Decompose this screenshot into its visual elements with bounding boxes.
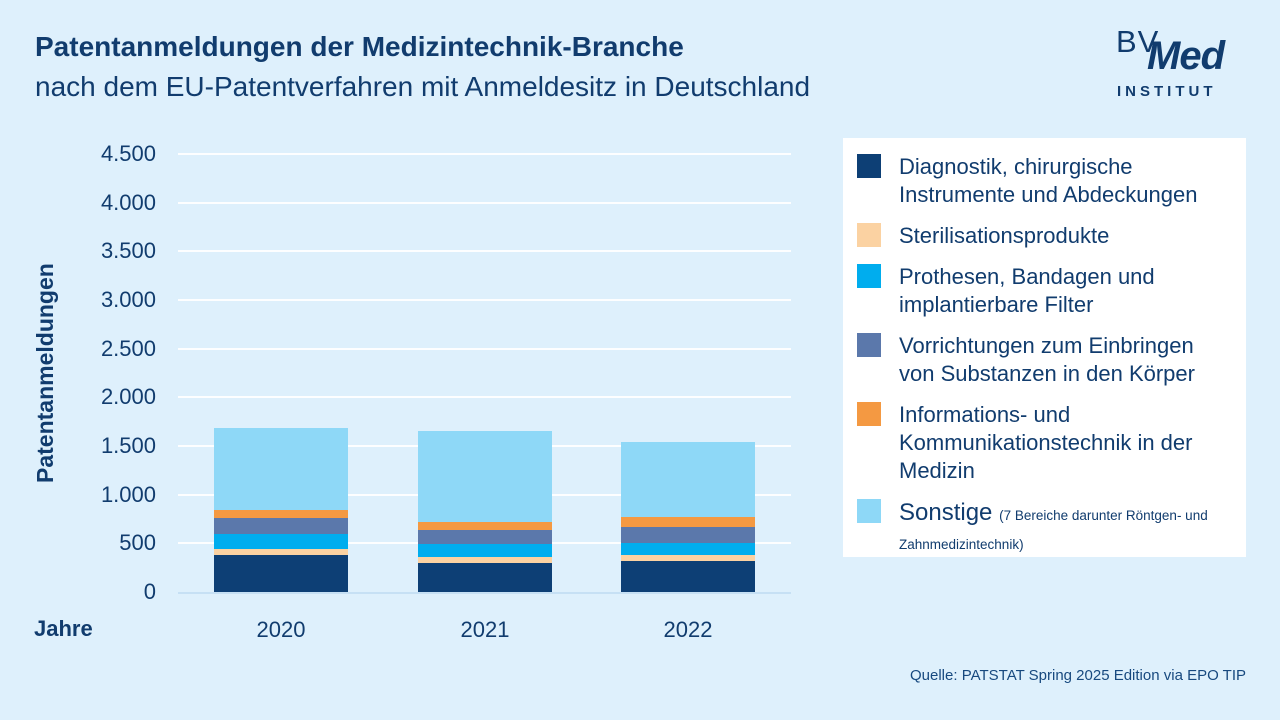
bar-2020-segment xyxy=(214,428,348,510)
bvmed-logo: BV Med INSTITUT xyxy=(1116,24,1248,108)
x-axis-line xyxy=(178,592,791,594)
bar-2021-segment xyxy=(418,530,552,544)
x-label-2020: 2020 xyxy=(256,617,306,642)
y-tick-4000: 4.000 xyxy=(100,189,156,215)
legend-swatch xyxy=(857,154,881,178)
bar-2022 xyxy=(621,442,755,592)
bar-2021-segment xyxy=(418,543,552,558)
bar-2021-segment xyxy=(418,521,552,531)
bar-2021-segment xyxy=(418,557,552,563)
bar-2020-segment xyxy=(214,534,348,550)
logo-text-med: Med xyxy=(1147,34,1225,78)
page-title: Patentanmeldungen der Medizintechnik-Bra… xyxy=(35,31,684,62)
bar-2021 xyxy=(418,430,552,592)
logo-text-institut: INSTITUT xyxy=(1117,83,1217,100)
gridline-2000 xyxy=(178,396,791,399)
y-axis-title: Patentanmeldungen xyxy=(32,263,58,483)
legend-label: Prothesen, Bandagen und implantierbare F… xyxy=(899,264,1155,317)
y-tick-4500: 4.500 xyxy=(100,141,156,166)
y-tick-3000: 3.000 xyxy=(100,287,156,312)
bar-2020-segment xyxy=(214,549,348,555)
legend-item: Prothesen, Bandagen und implantierbare F… xyxy=(857,263,1232,319)
y-tick-500: 500 xyxy=(119,530,156,556)
y-tick-2500: 2.500 xyxy=(100,335,156,361)
y-tick-3500: 3.500 xyxy=(100,238,156,264)
legend-swatch xyxy=(857,264,881,288)
gridline-3500 xyxy=(178,250,791,253)
bar-2020 xyxy=(214,428,348,592)
legend-swatch xyxy=(857,499,881,523)
bar-2022-segment xyxy=(621,555,755,561)
bar-2022-segment xyxy=(621,560,755,592)
x-label-2021: 2021 xyxy=(460,617,510,642)
bar-2020-segment xyxy=(214,517,348,535)
legend-label: Sterilisationsprodukte xyxy=(899,223,1110,248)
legend-swatch xyxy=(857,333,881,357)
logo-text-bv: BV xyxy=(1116,24,1160,59)
legend-label: Sonstige (7 Bereiche darunter Röntgen- u… xyxy=(899,499,1208,552)
gridline-4000 xyxy=(178,201,791,204)
bar-2022-segment xyxy=(621,442,755,518)
bar-2021-segment xyxy=(418,562,552,592)
x-axis-title: Jahre xyxy=(34,616,93,641)
legend-swatch xyxy=(857,402,881,426)
y-tick-2000: 2.000 xyxy=(100,384,156,410)
legend-item: Sterilisationsprodukte xyxy=(857,222,1232,250)
legend-swatch xyxy=(857,223,881,247)
legend-item: Sonstige (7 Bereiche darunter Röntgen- u… xyxy=(857,498,1232,556)
source-note: Quelle: PATSTAT Spring 2025 Edition via … xyxy=(910,667,1246,684)
legend-item: Informations- und Kommunikationstechnik … xyxy=(857,401,1232,485)
legend-label: Informations- und Kommunikationstechnik … xyxy=(899,402,1193,483)
gridline-2500 xyxy=(178,347,791,350)
bar-2022-segment xyxy=(621,526,755,544)
legend-label: Vorrichtungen zum Einbringen von Substan… xyxy=(899,333,1195,386)
legend-item: Diagnostik, chirurgische Instrumente und… xyxy=(857,153,1232,209)
bar-2022-segment xyxy=(621,517,755,527)
y-tick-1000: 1.000 xyxy=(100,481,156,507)
y-tick-1500: 1.500 xyxy=(100,433,156,458)
legend-label: Diagnostik, chirurgische Instrumente und… xyxy=(899,154,1198,207)
legend-item: Vorrichtungen zum Einbringen von Substan… xyxy=(857,332,1232,388)
chart-legend: Diagnostik, chirurgische Instrumente und… xyxy=(843,138,1246,557)
y-tick-0: 0 xyxy=(143,579,156,604)
bar-2022-segment xyxy=(621,543,755,556)
gridline-3000 xyxy=(178,299,791,301)
bar-2021-segment xyxy=(418,430,552,522)
plot-area: 0 500 1.000 1.500 2.000 2.500 3.000 3.500 4.000 4… xyxy=(101,141,791,642)
page-subtitle: nach dem EU-Patentverfahren mit Anmeldes… xyxy=(35,71,811,102)
gridline-4500 xyxy=(178,153,791,155)
bar-2020-segment xyxy=(214,509,348,518)
bar-2020-segment xyxy=(214,554,348,592)
x-label-2022: 2022 xyxy=(663,617,713,642)
